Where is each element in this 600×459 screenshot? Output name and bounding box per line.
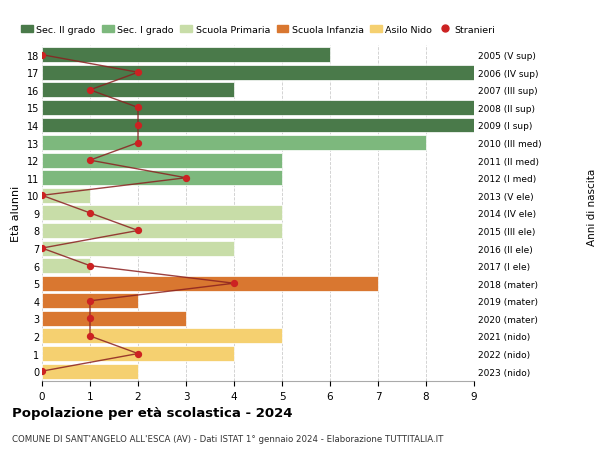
Bar [42,224,282,238]
Bar [42,66,474,80]
Point [229,280,239,287]
Point [133,122,143,129]
Point [133,350,143,358]
Bar [42,347,234,361]
Bar [42,241,234,256]
Text: COMUNE DI SANT'ANGELO ALL'ESCA (AV) - Dati ISTAT 1° gennaio 2024 - Elaborazione : COMUNE DI SANT'ANGELO ALL'ESCA (AV) - Da… [12,434,443,443]
Point [85,333,95,340]
Point [85,297,95,305]
Bar [42,206,282,221]
Point [85,315,95,322]
Point [85,157,95,164]
Bar [42,311,186,326]
Bar [42,189,90,203]
Bar [42,364,138,379]
Point [37,245,47,252]
Point [133,140,143,147]
Legend: Sec. II grado, Sec. I grado, Scuola Primaria, Scuola Infanzia, Asilo Nido, Stran: Sec. II grado, Sec. I grado, Scuola Prim… [21,26,495,34]
Bar [42,48,330,63]
Bar [42,101,474,116]
Y-axis label: Età alunni: Età alunni [11,185,21,241]
Bar [42,118,474,133]
Bar [42,276,378,291]
Point [37,52,47,59]
Point [181,175,191,182]
Point [133,105,143,112]
Bar [42,258,90,274]
Bar [42,171,282,186]
Point [85,87,95,94]
Text: Popolazione per età scolastica - 2024: Popolazione per età scolastica - 2024 [12,406,293,419]
Point [85,263,95,270]
Text: Anni di nascita: Anni di nascita [587,168,597,245]
Point [133,227,143,235]
Point [133,69,143,77]
Bar [42,294,138,308]
Point [85,210,95,217]
Bar [42,136,426,151]
Bar [42,83,234,98]
Point [37,368,47,375]
Bar [42,329,282,344]
Point [37,192,47,200]
Bar [42,153,282,168]
